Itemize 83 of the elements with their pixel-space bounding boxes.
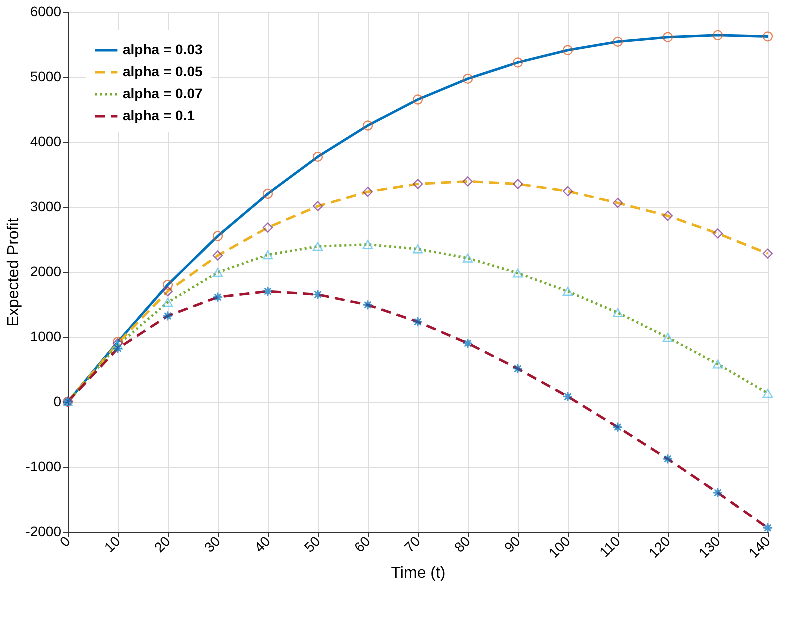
point — [612, 36, 624, 47]
point — [412, 94, 424, 105]
point — [362, 240, 374, 250]
point — [162, 298, 174, 308]
point — [512, 58, 524, 68]
point — [762, 389, 774, 398]
point — [712, 488, 724, 498]
x-tick-label: 40 — [251, 532, 274, 556]
point — [362, 186, 374, 198]
point — [212, 250, 224, 261]
point — [262, 188, 274, 200]
y-tick-label: 6000 — [30, 4, 62, 20]
point — [712, 360, 724, 369]
point — [362, 300, 374, 310]
point — [262, 286, 274, 297]
point — [562, 392, 574, 402]
point — [512, 179, 524, 190]
point — [462, 74, 474, 84]
x-tick-label: 90 — [501, 532, 524, 556]
y-tick-label: -2000 — [26, 524, 62, 540]
x-tick-label: 140 — [746, 532, 774, 561]
point — [612, 422, 624, 432]
point — [762, 248, 774, 259]
point — [312, 152, 324, 162]
x-tick-label: 20 — [151, 532, 174, 556]
point — [562, 186, 574, 196]
x-axis-title: Time (t) — [391, 564, 446, 582]
point — [262, 250, 274, 260]
legend-label: alpha = 0.05 — [123, 64, 203, 80]
y-tick-label: -1000 — [26, 458, 62, 474]
point — [662, 211, 674, 222]
point — [412, 316, 424, 328]
point — [662, 454, 674, 464]
point — [412, 244, 424, 254]
point — [462, 254, 474, 263]
point — [662, 32, 674, 42]
x-tick-label: 70 — [401, 532, 424, 556]
point — [462, 176, 474, 187]
point — [212, 268, 224, 278]
legend-label: alpha = 0.07 — [123, 86, 203, 102]
y-tick-label: 5000 — [30, 68, 62, 84]
point — [712, 30, 724, 40]
point — [562, 287, 574, 296]
x-tick-label: 50 — [301, 532, 324, 556]
point — [412, 179, 424, 190]
point — [112, 340, 124, 350]
legend-label: alpha = 0.1 — [123, 108, 196, 124]
point — [312, 242, 324, 252]
y-tick-label: 3000 — [30, 198, 62, 214]
y-tick-label: 0 — [54, 394, 62, 410]
x-tick-label: 100 — [546, 532, 574, 561]
point — [512, 268, 524, 278]
point — [212, 292, 224, 302]
point — [762, 32, 774, 42]
x-tick-label: 10 — [101, 532, 124, 556]
y-tick-label: 2000 — [30, 264, 62, 280]
point — [662, 333, 674, 342]
point — [462, 338, 474, 349]
y-tick-label: 1000 — [30, 328, 62, 344]
point — [162, 280, 174, 290]
point — [612, 308, 624, 318]
point — [762, 523, 774, 534]
x-tick-label: 30 — [201, 532, 224, 556]
point — [112, 344, 124, 354]
point — [612, 198, 624, 208]
point — [262, 222, 274, 233]
point — [212, 231, 224, 242]
point — [162, 311, 174, 322]
x-tick-label: 120 — [646, 532, 674, 561]
point — [512, 364, 524, 374]
point — [162, 286, 174, 297]
point — [712, 228, 724, 239]
point — [362, 120, 374, 131]
x-tick-label: 130 — [696, 532, 724, 561]
legend-label: alpha = 0.03 — [123, 42, 203, 58]
point — [312, 201, 324, 212]
x-tick-label: 110 — [596, 532, 624, 560]
point — [312, 290, 324, 300]
x-tick-label: 60 — [351, 532, 374, 556]
point — [562, 45, 574, 56]
y-axis-title: Expected Profit — [6, 218, 23, 327]
y-tick-label: 4000 — [30, 134, 62, 150]
x-tick-label: 80 — [451, 532, 474, 556]
